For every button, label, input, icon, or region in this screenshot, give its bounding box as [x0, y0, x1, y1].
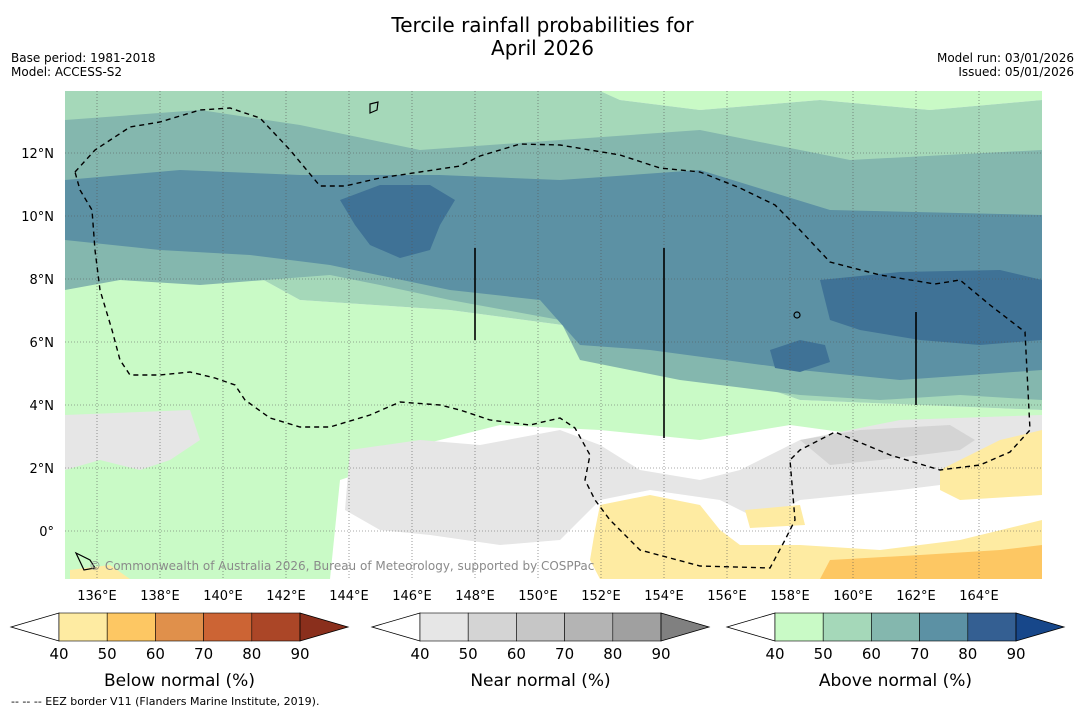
above-normal-80-90-region-east: [820, 270, 1042, 345]
land-outlines: [74, 101, 917, 571]
island-guam: [369, 101, 379, 114]
lon-label: 158°E: [770, 589, 810, 604]
lon-label: 146°E: [392, 589, 432, 604]
lon-label: 138°E: [140, 589, 180, 604]
lon-label: 152°E: [581, 589, 621, 604]
lon-label: 160°E: [833, 589, 873, 604]
colorbar-tick-label: 60: [146, 645, 165, 663]
island-pohnpei: [793, 311, 801, 319]
lon-label: 148°E: [455, 589, 495, 604]
above-normal-40-50-region: [65, 245, 1042, 579]
lat-label: 4°N: [30, 399, 55, 414]
colorbar-segment: [516, 612, 565, 642]
colorbar-tick-label: 50: [98, 645, 117, 663]
below-normal-50-60-region: [820, 545, 1042, 579]
island-new-guinea-coast: [74, 551, 96, 571]
colorbar-segment: [467, 612, 517, 642]
colorbar-under-triangle: [725, 612, 776, 642]
colorbar-under-triangle: [370, 612, 421, 642]
lon-label: 162°E: [896, 589, 936, 604]
colorbar-tick-label: 50: [459, 645, 478, 663]
lat-label: 2°N: [30, 462, 55, 477]
colorbar-segment: [106, 612, 156, 642]
title-line-1: Tercile rainfall probabilities for: [391, 13, 694, 37]
colorbar-tick-label: 70: [555, 645, 574, 663]
colorbar-tick-label: 80: [958, 645, 977, 663]
near-normal-40-50-west: [65, 410, 200, 470]
lon-label: 140°E: [203, 589, 243, 604]
colorbar-tick-label: 60: [507, 645, 526, 663]
colorbar-segment: [251, 612, 301, 642]
lon-label: 150°E: [518, 589, 558, 604]
colorbar-segment: [919, 612, 969, 642]
above-normal-80-90-region: [340, 185, 455, 258]
colorbar-near-normal: 40 50 60 70 80 90 Near normal (%): [370, 612, 711, 691]
model-run: Model run: 03/01/2026: [936, 51, 1074, 65]
colorbar-over-triangle: [660, 612, 711, 642]
lon-label: 136°E: [77, 589, 117, 604]
colorbar-over-triangle: [1015, 612, 1066, 642]
colorbar-tick-label: 40: [765, 645, 784, 663]
colorbar-below-normal: 40 50 60 70 80 90 Below normal (%): [9, 612, 350, 691]
above-normal-70-80-region: [65, 170, 1042, 380]
above-normal-80-90-region-small: [770, 340, 830, 372]
lon-label: 144°E: [329, 589, 369, 604]
below-normal-40-50-west: [70, 565, 130, 579]
below-normal-40-50-strip: [745, 505, 805, 528]
lat-label: 0°: [39, 525, 54, 540]
colorbar-tick-label: 90: [290, 645, 309, 663]
lat-label: 12°N: [21, 147, 54, 162]
colorbar-tick-label: 90: [1006, 645, 1025, 663]
model-name: Model: ACCESS-S2: [11, 65, 123, 79]
colorbar-tick-label: 90: [651, 645, 670, 663]
eez-borders: [74, 107, 1031, 569]
colorbar-segment: [58, 612, 108, 642]
colorbar-segment: [871, 612, 920, 642]
issued-date: Issued: 05/01/2026: [958, 65, 1074, 79]
above-normal-40-50-top-region: [600, 91, 1042, 110]
colorbar-segment: [774, 612, 824, 642]
copyright-text: © Commonwealth of Australia 2026, Bureau…: [89, 559, 594, 573]
lat-label: 8°N: [30, 273, 55, 288]
lon-label: 142°E: [266, 589, 306, 604]
colorbar-title: Near normal (%): [470, 671, 610, 691]
lon-label: 156°E: [707, 589, 747, 604]
near-normal-50-60-region: [800, 425, 975, 465]
colorbar-tick-label: 70: [910, 645, 929, 663]
colorbar-tick-label: 80: [242, 645, 261, 663]
colorbar-tick-label: 80: [603, 645, 622, 663]
map-area: [65, 91, 1042, 579]
colorbar-tick-label: 50: [814, 645, 833, 663]
base-period: Base period: 1981-2018: [11, 51, 156, 65]
colorbar-title: Above normal (%): [819, 671, 972, 691]
colorbar-segment: [155, 612, 204, 642]
lat-label: 6°N: [30, 336, 55, 351]
eez-footnote: -- -- -- EEZ border V11 (Flanders Marine…: [11, 695, 320, 708]
colorbar-segment: [967, 612, 1017, 642]
lon-label: 154°E: [644, 589, 684, 604]
colorbar-tick-label: 60: [862, 645, 881, 663]
colorbar-segment: [419, 612, 469, 642]
below-normal-40-50-northeast: [940, 430, 1042, 500]
lat-label: 10°N: [21, 210, 54, 225]
colorbar-segment: [822, 612, 872, 642]
colorbar-tick-label: 40: [410, 645, 429, 663]
colorbar-tick-label: 40: [49, 645, 68, 663]
colorbar-title: Below normal (%): [104, 671, 255, 691]
meta-right: Model run: 03/01/2026 Issued: 05/01/2026: [937, 51, 1074, 79]
colorbar-segment: [564, 612, 614, 642]
colorbar-above-normal: 40 50 60 70 80 90 Above normal (%): [725, 612, 1066, 691]
meta-left: Base period: 1981-2018 Model: ACCESS-S2: [11, 51, 156, 79]
colorbar-under-triangle: [9, 612, 60, 642]
chart-title: Tercile rainfall probabilities for April…: [0, 14, 1085, 60]
colorbar-over-triangle: [299, 612, 350, 642]
colorbar-segment: [612, 612, 662, 642]
colorbar-segment: [203, 612, 253, 642]
colorbar-tick-label: 70: [194, 645, 213, 663]
eez-border-palau: [74, 107, 1031, 569]
title-line-2: April 2026: [491, 36, 594, 60]
lon-label: 164°E: [959, 589, 999, 604]
